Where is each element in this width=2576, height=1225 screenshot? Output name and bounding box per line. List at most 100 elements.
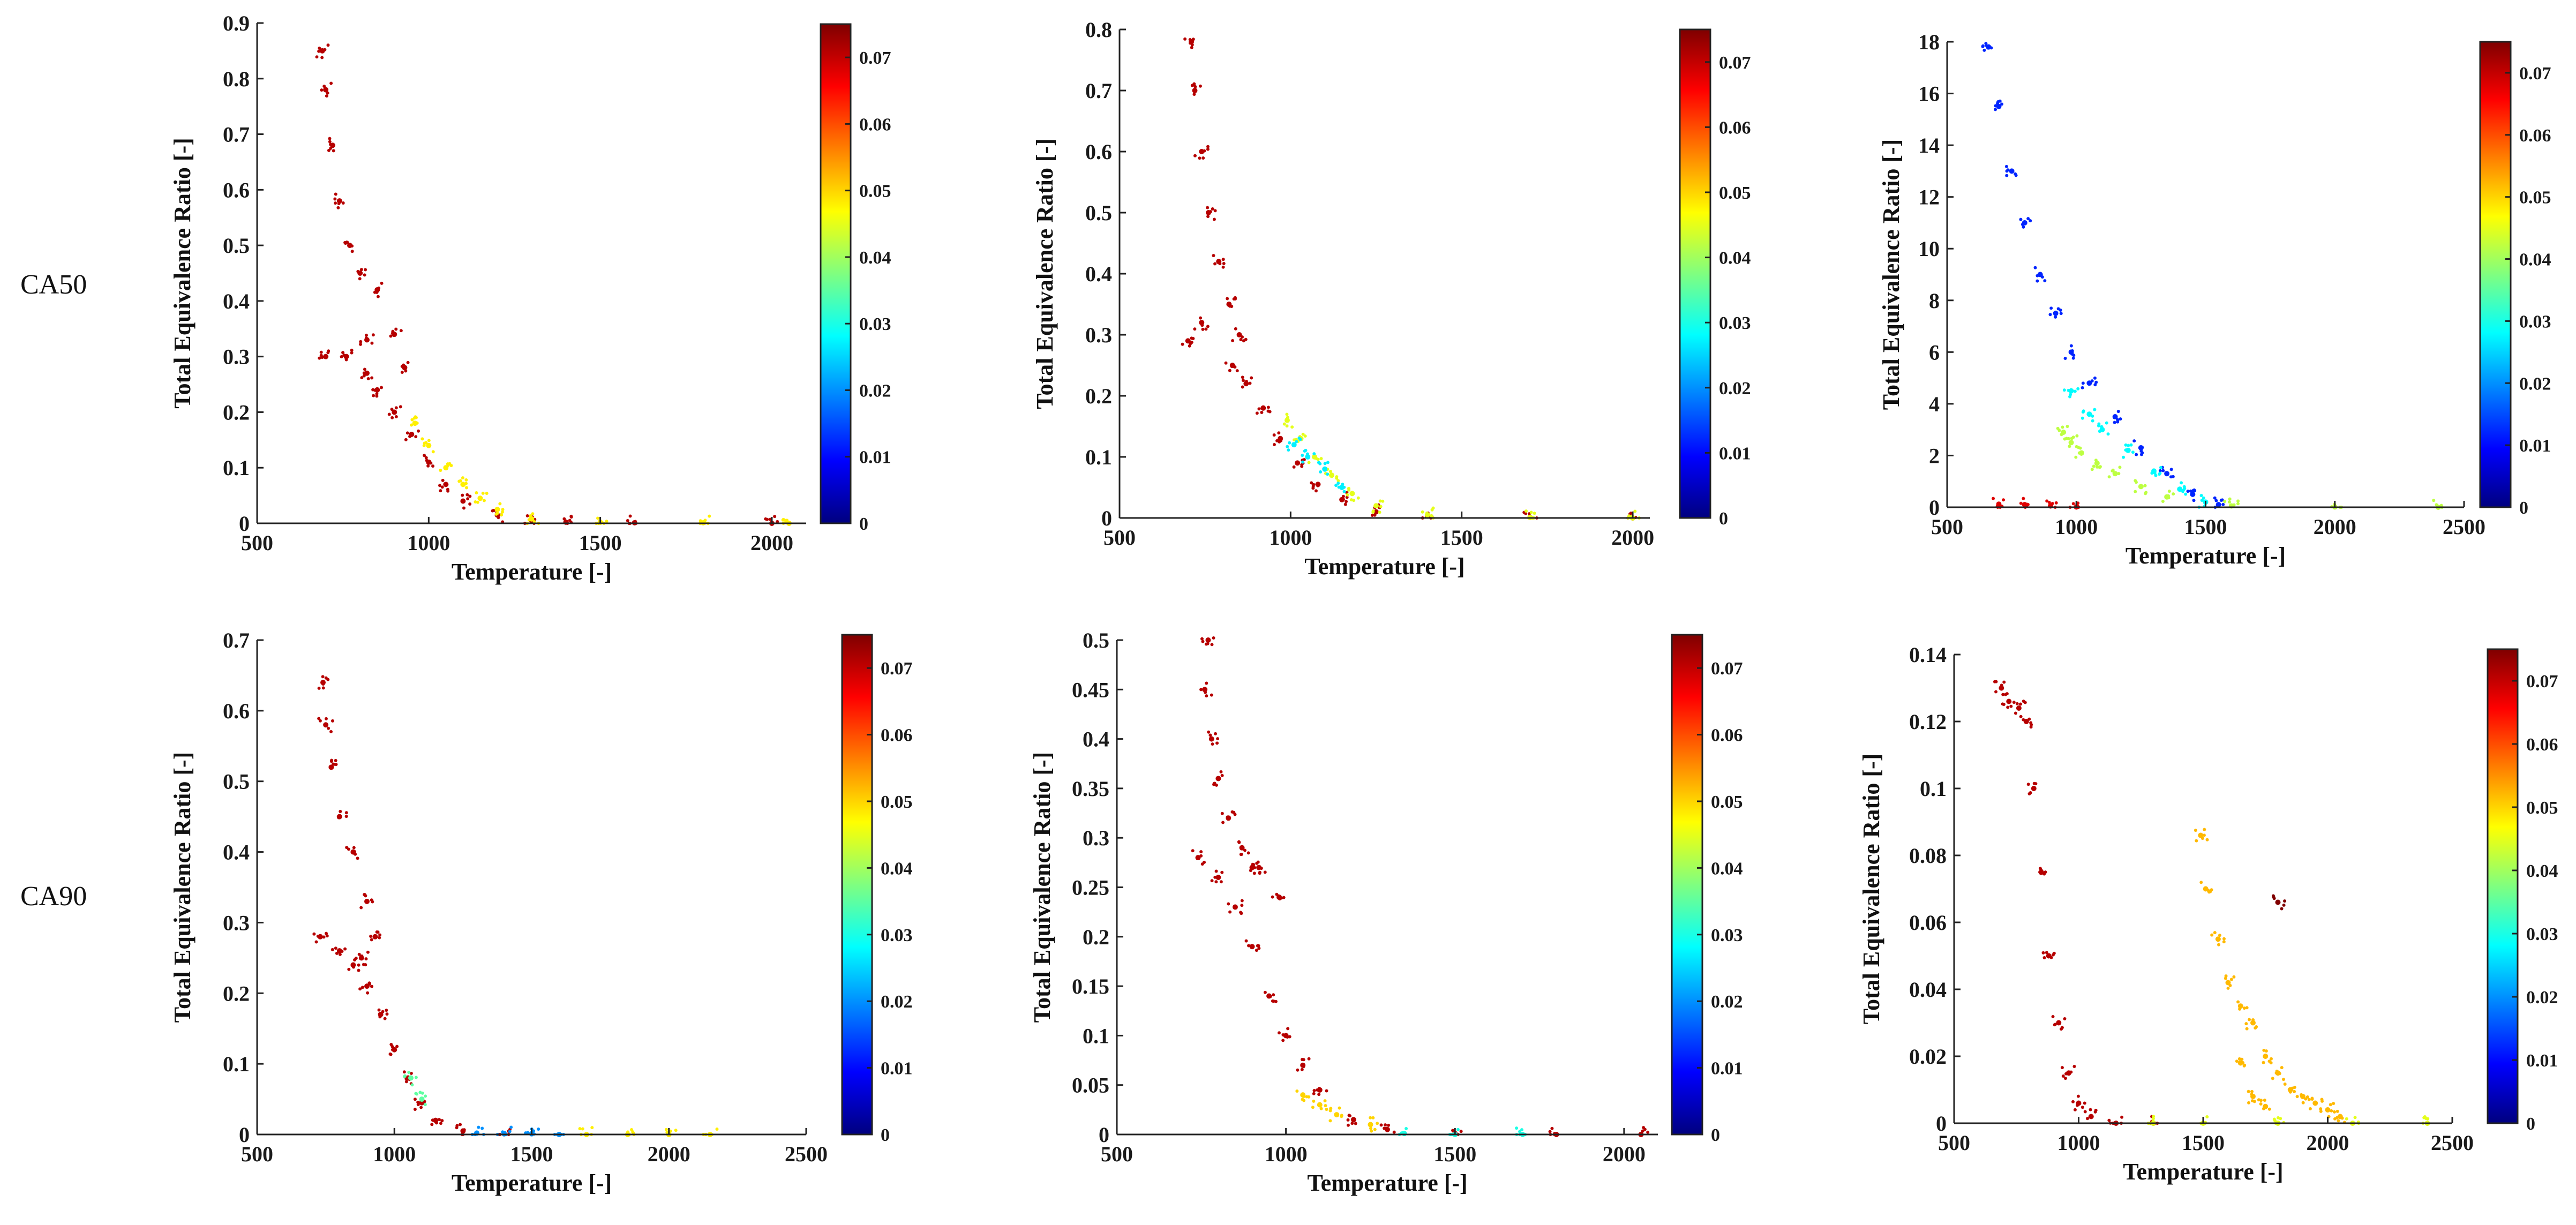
data-point-jitter xyxy=(1221,265,1225,269)
data-point-jitter xyxy=(1451,1129,1455,1132)
data-point-jitter xyxy=(2203,828,2206,831)
colorbar xyxy=(821,24,851,523)
colorbar-tick-label: 0.04 xyxy=(2519,250,2551,270)
data-point-jitter xyxy=(2221,502,2225,506)
data-point-jitter xyxy=(1241,385,1244,389)
data-point-jitter xyxy=(1230,365,1234,369)
data-point-jitter xyxy=(2214,499,2218,502)
data-point-jitter xyxy=(1378,510,1381,514)
data-point-jitter xyxy=(2167,490,2171,493)
data-point-jitter xyxy=(375,394,379,398)
data-point-jitter xyxy=(1277,431,1281,435)
x-tick-label: 1000 xyxy=(2055,515,2098,539)
data-point-jitter xyxy=(2027,717,2031,721)
data-point-jitter xyxy=(410,1083,414,1087)
data-point-jitter xyxy=(361,986,364,989)
data-point-jitter xyxy=(1210,693,1213,697)
data-point-jitter xyxy=(2243,1063,2247,1067)
data-point-jitter xyxy=(329,760,333,763)
data-point-jitter xyxy=(1982,48,1986,52)
data-point-jitter xyxy=(390,1044,394,1048)
data-point-jitter xyxy=(1350,1122,1354,1125)
data-point-jitter xyxy=(394,406,398,410)
data-point-jitter xyxy=(2116,410,2120,414)
x-tick-label: 2000 xyxy=(2307,1131,2349,1155)
data-point-jitter xyxy=(464,482,468,485)
data-point-jitter xyxy=(429,461,433,465)
data-point-jitter xyxy=(2180,481,2183,485)
data-point-jitter xyxy=(353,850,357,854)
data-point-jitter xyxy=(2227,500,2231,504)
data-point-jitter xyxy=(321,682,325,686)
data-point-jitter xyxy=(336,815,340,818)
data-point-jitter xyxy=(317,717,321,720)
data-point-jitter xyxy=(2021,222,2024,226)
y-tick-label: 0.1 xyxy=(1085,445,1112,469)
x-tick-label: 2000 xyxy=(2314,515,2356,539)
data-point-jitter xyxy=(1370,1129,1373,1133)
data-point-jitter xyxy=(342,354,346,357)
colorbar-tick-label: 0.06 xyxy=(1711,726,1743,746)
data-point-jitter xyxy=(2071,435,2075,439)
data-point-jitter xyxy=(2022,225,2025,229)
data-point-jitter xyxy=(1252,863,1256,867)
data-point-jitter xyxy=(1312,483,1316,486)
data-point-jitter xyxy=(389,334,393,338)
data-point-jitter xyxy=(1233,365,1236,369)
data-point-jitter xyxy=(1241,335,1244,339)
data-point-jitter xyxy=(2290,1086,2294,1090)
data-point-jitter xyxy=(2081,416,2084,420)
data-point-jitter xyxy=(2061,1074,2065,1078)
data-point-jitter xyxy=(1641,1129,1644,1133)
data-point-jitter xyxy=(389,1053,393,1056)
data-point-jitter xyxy=(2001,702,2004,706)
data-point-jitter xyxy=(468,502,472,506)
chart-ca90-2: 500 1000 1500 2000 0 0.05 0.1 0.15 0.2 0.25 0.3 0.3… xyxy=(1029,628,1743,1196)
colorbar-tick-label: 0.07 xyxy=(2519,64,2551,84)
data-point-jitter xyxy=(2071,502,2075,506)
data-point-jitter xyxy=(578,1127,582,1131)
data-point-jitter xyxy=(1387,1123,1391,1127)
data-point-jitter xyxy=(1193,154,1197,157)
data-point-jitter xyxy=(1192,92,1196,96)
data-point-jitter xyxy=(2004,164,2008,168)
data-point-jitter xyxy=(439,469,442,472)
data-point-jitter xyxy=(1211,742,1214,746)
data-point-jitter xyxy=(2229,978,2233,981)
data-point-jitter xyxy=(2069,1070,2073,1074)
data-point-jitter xyxy=(1324,1104,1327,1108)
data-point-jitter xyxy=(2186,490,2190,493)
data-point-jitter xyxy=(1341,498,1345,501)
y-tick-label: 0.2 xyxy=(1085,384,1112,408)
colorbar-tick-label: 0.01 xyxy=(1711,1059,1743,1079)
data-point-jitter xyxy=(333,197,337,201)
data-point-jitter xyxy=(1301,454,1304,457)
colorbar-tick-label: 0.06 xyxy=(2519,126,2551,146)
data-point-jitter xyxy=(362,374,366,378)
data-point-jitter xyxy=(314,940,318,944)
data-point-jitter xyxy=(341,201,345,205)
data-point-jitter xyxy=(320,56,324,59)
data-point xyxy=(1349,491,1355,497)
y-tick-label: 0.1 xyxy=(1083,1024,1109,1048)
data-point-jitter xyxy=(2119,417,2122,421)
data-point-jitter xyxy=(1244,380,1248,384)
data-point-jitter xyxy=(2043,279,2047,283)
x-tick-label: 1000 xyxy=(407,531,450,555)
data-point-jitter xyxy=(2248,1018,2251,1021)
data-point-jitter xyxy=(2226,986,2230,990)
data-point-jitter xyxy=(1190,336,1193,340)
data-point-jitter xyxy=(1212,636,1215,640)
data-point-jitter xyxy=(459,1123,462,1126)
data-point-jitter xyxy=(2000,102,2004,106)
data-point-jitter xyxy=(2195,839,2198,843)
data-point-jitter xyxy=(1300,1057,1304,1061)
data-point-jitter xyxy=(1206,206,1210,209)
x-tick-label: 500 xyxy=(1103,525,1136,550)
data-point-jitter xyxy=(2288,1090,2292,1094)
data-point-jitter xyxy=(2172,492,2175,496)
data-point-jitter xyxy=(1226,297,1229,300)
y-tick-label: 0.1 xyxy=(1920,777,1947,801)
colorbar-tick-label: 0.01 xyxy=(2526,1051,2558,1071)
data-point-jitter xyxy=(404,438,408,441)
